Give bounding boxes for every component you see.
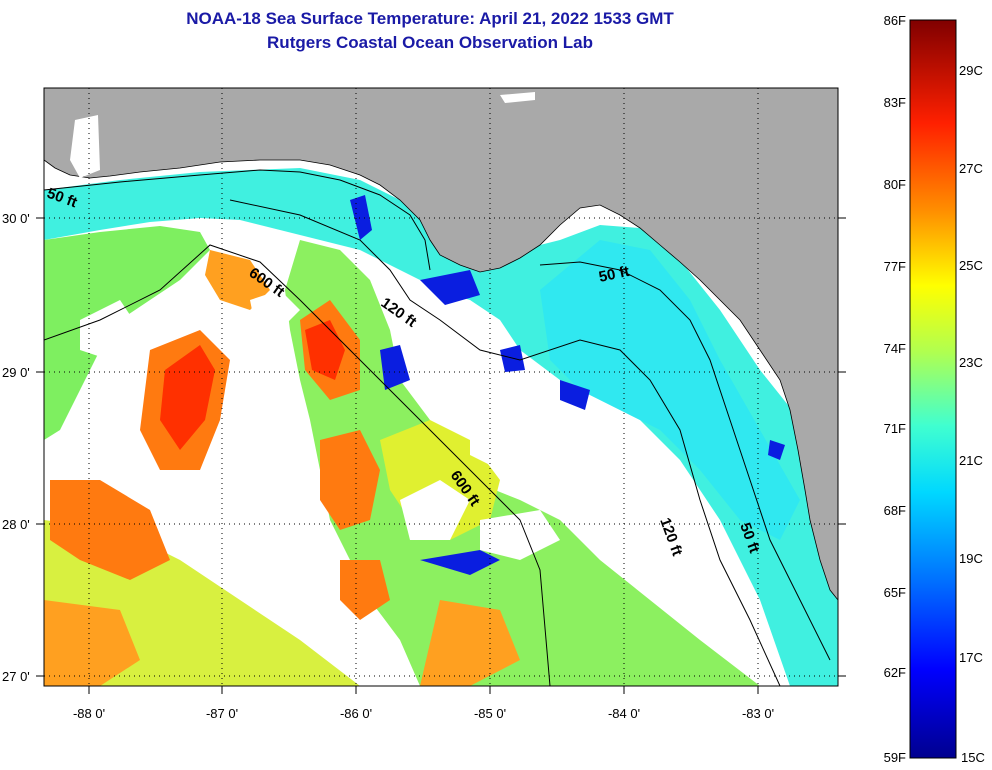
colorbar-c-label: 17C	[959, 650, 983, 665]
colorbar-f-label: 77F	[884, 259, 906, 274]
sst-orange-north-lobe	[44, 250, 520, 686]
colorbar-c-label: 25C	[959, 258, 983, 273]
colorbar-f-label: 80F	[884, 177, 906, 192]
colorbar-f-label: 71F	[884, 421, 906, 436]
map-title: NOAA-18 Sea Surface Temperature: April 2…	[186, 9, 674, 28]
land-mass	[44, 88, 838, 601]
colorbar-f-label: 83F	[884, 95, 906, 110]
contour-50ft-east	[539, 261, 831, 661]
colorbar: 86F 83F 80F 77F 74F 71F 68F 65F 62F 59F …	[884, 13, 985, 765]
colorbar-f-label: 68F	[884, 503, 906, 518]
lon-axis: -88 0' -87 0' -86 0' -85 0' -84 0' -83 0…	[73, 706, 774, 721]
colorbar-f-label: 65F	[884, 585, 906, 600]
colorbar-c-label: 15C	[961, 750, 985, 765]
map-panel: 50 ft 600 ft 120 ft 50 ft 600 ft 120 ft …	[44, 88, 838, 686]
contour-120ft	[229, 199, 781, 686]
lon-tick-label: -83 0'	[742, 706, 774, 721]
lon-tick-label: -86 0'	[340, 706, 372, 721]
map-border	[43, 87, 839, 687]
bathymetry-contours	[44, 169, 831, 686]
colorbar-f-label: 74F	[884, 341, 906, 356]
lat-tick-label: 27 0'	[2, 669, 30, 684]
lon-tick-label: -84 0'	[608, 706, 640, 721]
colorbar-c-label: 21C	[959, 453, 983, 468]
contour-600ft	[44, 244, 551, 686]
cloud-patches	[80, 290, 600, 560]
axis-ticks	[36, 217, 846, 694]
lon-tick-label: -87 0'	[206, 706, 238, 721]
sst-green-central	[285, 240, 760, 686]
map-subtitle: Rutgers Coastal Ocean Observation Lab	[267, 33, 593, 52]
contour-50ft-north	[44, 169, 431, 271]
sst-green-west	[44, 226, 210, 440]
colorbar-c-label: 19C	[959, 551, 983, 566]
colorbar-f-label: 59F	[884, 750, 906, 765]
colorbar-c-label: 23C	[959, 355, 983, 370]
colorbar-gradient	[909, 19, 957, 759]
sst-cyan-east	[540, 240, 800, 540]
lat-axis: 30 0' 29 0' 28 0' 27 0'	[2, 211, 30, 684]
colorbar-c-label: 29C	[959, 63, 983, 78]
lon-tick-label: -85 0'	[474, 706, 506, 721]
lat-tick-label: 29 0'	[2, 365, 30, 380]
sst-blue-filaments	[350, 195, 785, 575]
contour-label: 50 ft	[597, 263, 631, 286]
lat-tick-label: 30 0'	[2, 211, 30, 226]
colorbar-f-label: 86F	[884, 13, 906, 28]
lon-tick-label: -88 0'	[73, 706, 105, 721]
lat-tick-label: 28 0'	[2, 517, 30, 532]
colorbar-c-label: 27C	[959, 161, 983, 176]
colorbar-f-label: 62F	[884, 665, 906, 680]
